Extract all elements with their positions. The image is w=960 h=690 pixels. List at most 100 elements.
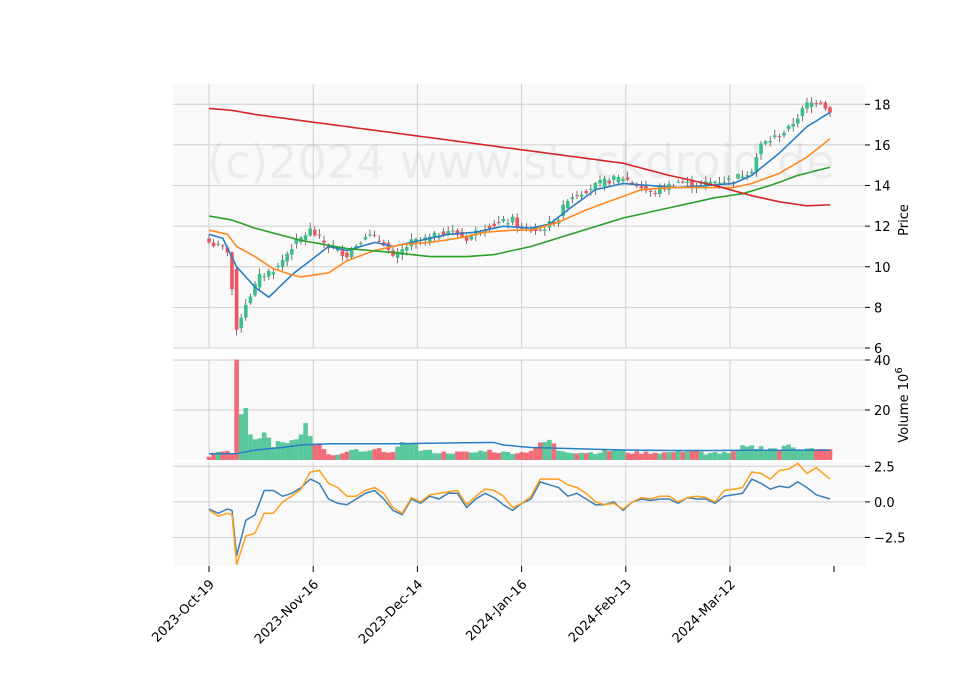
- candle-body: [359, 242, 363, 244]
- candle-body: [469, 235, 473, 240]
- candle-body: [515, 217, 519, 228]
- candle-body: [395, 251, 400, 258]
- volume-bar: [409, 443, 414, 460]
- candle-body: [437, 236, 441, 239]
- x-tick-label: 2023-Oct-19: [149, 577, 217, 645]
- candle-body: [690, 180, 694, 188]
- moving-average-line-ma_long: [208, 107, 831, 207]
- volume-bar: [234, 359, 239, 460]
- candle-body: [377, 240, 381, 242]
- volume-bar: [652, 452, 658, 460]
- volume-bar: [441, 451, 446, 460]
- price-tick-label: 14: [874, 180, 891, 195]
- volume-bar: [694, 450, 699, 460]
- oscillator-line-orange: [208, 462, 831, 565]
- price-tick-label: 18: [874, 98, 891, 113]
- volume-bar: [372, 449, 377, 460]
- volume-bar: [261, 432, 267, 460]
- candle-body: [290, 249, 294, 255]
- volume-bar: [560, 451, 566, 460]
- volume-bar: [634, 451, 640, 460]
- candle-body: [648, 190, 653, 192]
- moving-average-line-ma_fast: [208, 111, 831, 299]
- candle-body: [639, 186, 644, 189]
- volume-bar: [786, 444, 791, 460]
- volume-bar: [809, 448, 814, 460]
- candle-body: [676, 181, 680, 183]
- candle-body: [322, 240, 326, 243]
- oscillator-tick-label: −2.5: [874, 532, 906, 547]
- volume-bar: [588, 452, 594, 460]
- candle-body: [354, 245, 358, 248]
- candle-body: [653, 192, 657, 194]
- candle-body: [713, 181, 717, 184]
- candle-body: [368, 234, 372, 236]
- candle-body: [607, 180, 611, 184]
- price-tick-label: 12: [874, 220, 891, 235]
- candle-body: [538, 229, 542, 231]
- candle-body: [662, 187, 667, 190]
- volume-bar: [363, 451, 368, 460]
- candle-body: [644, 185, 648, 191]
- volume-bar: [597, 452, 603, 460]
- candle-body: [336, 248, 340, 251]
- volume-bar: [294, 439, 299, 460]
- candle-body: [768, 141, 772, 143]
- candle-body: [271, 272, 276, 275]
- volume-bar: [432, 453, 437, 460]
- volume-bar: [542, 442, 548, 460]
- candle-body: [658, 187, 662, 195]
- volume-bar: [211, 452, 216, 460]
- candle-body: [455, 230, 460, 236]
- volume-tick-label: 20: [874, 404, 891, 419]
- volume-bar: [514, 453, 520, 460]
- volume-bar: [712, 451, 718, 460]
- volume-tick-label: 40: [874, 354, 891, 369]
- candle-body: [345, 252, 349, 258]
- volume-bar: [537, 442, 543, 460]
- candle-body: [736, 174, 740, 179]
- volume-bar: [735, 449, 741, 460]
- candle-body: [492, 223, 496, 227]
- x-tick-label: 2024-Feb-13: [566, 577, 635, 646]
- volume-bar: [243, 407, 249, 460]
- candle-body: [740, 176, 745, 179]
- volume-bar: [625, 452, 630, 460]
- volume-average-line: [209, 441, 830, 455]
- volume-bar: [800, 449, 805, 460]
- candle-body: [699, 183, 703, 185]
- volume-bar: [528, 450, 534, 460]
- volume-bar: [312, 443, 318, 460]
- volume-bar: [381, 451, 387, 460]
- volume-bar: [330, 455, 336, 460]
- volume-bar: [505, 451, 511, 460]
- volume-bar: [579, 452, 584, 460]
- volume-bar: [455, 451, 460, 460]
- volume-bar: [487, 449, 492, 460]
- volume-bar: [468, 452, 474, 460]
- volume-bar: [229, 453, 235, 460]
- volume-bar: [491, 452, 497, 460]
- volume-bar: [225, 450, 230, 460]
- volume-bar: [524, 452, 529, 460]
- candle-body: [828, 107, 832, 113]
- volume-bar: [298, 434, 304, 460]
- oscillator-tick-label: 0.0: [874, 496, 895, 511]
- candle-body: [635, 184, 639, 187]
- candle-body: [349, 249, 354, 258]
- oscillator-tick-label: 2.5: [874, 460, 895, 475]
- candle-body: [745, 175, 749, 177]
- candle-body: [313, 229, 317, 236]
- volume-bar: [326, 454, 331, 460]
- candle-body: [257, 273, 262, 288]
- candle-body: [432, 232, 437, 238]
- price-axis-label: Price: [897, 204, 912, 236]
- volume-bar: [280, 442, 285, 460]
- volume-bar: [413, 443, 419, 460]
- candle-body: [446, 231, 450, 235]
- volume-bar: [510, 453, 515, 460]
- x-tick-label: 2023-Nov-16: [252, 577, 322, 647]
- candle-body: [823, 102, 828, 109]
- volume-bar: [772, 448, 778, 460]
- chart-marks: [206, 97, 833, 565]
